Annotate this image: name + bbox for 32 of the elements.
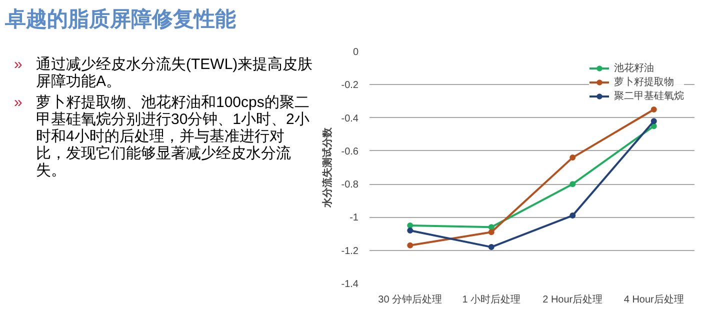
point — [488, 224, 494, 230]
x-tick-label: 2 Hour后处理 — [542, 294, 603, 306]
point — [407, 227, 414, 234]
text: 萝卜籽提取物、池花籽油和100cps的聚二甲基硅氧烷分别进行30分钟、1小时、2小时和4小时的后处理，并与基准进行对比，发现它们能够显著减少经皮水分流失。 — [36, 94, 310, 179]
y-tick-label: -1.4 — [341, 279, 359, 290]
legend-label: 池花籽油 — [614, 62, 654, 75]
point — [407, 242, 414, 248]
legend-label: 萝卜籽提取物 — [614, 76, 674, 89]
text: 通过减少经皮水分流失(TEWL)来提高皮肤屏障功能A。 — [36, 56, 314, 90]
y-tick-label: -0.2 — [341, 80, 359, 92]
y-tick-label: 0 — [352, 47, 359, 58]
point — [570, 212, 576, 219]
point — [407, 222, 414, 228]
y-axis-title: 水分流失测试分数 — [321, 126, 334, 208]
y-tick-label: -1.2 — [341, 246, 359, 257]
y-tick-label: -0.4 — [341, 113, 359, 124]
y-tick-label: -1 — [350, 212, 359, 224]
text: » — [14, 94, 24, 113]
point — [650, 118, 657, 124]
x-tick-label: 4 Hour后处理 — [624, 294, 684, 306]
text: » — [14, 56, 24, 75]
x-tick-label: 1 小时后处理 — [462, 294, 521, 306]
y-tick-label: -0.6 — [341, 146, 359, 158]
point — [570, 181, 576, 188]
point — [488, 229, 494, 236]
y-tick-label: -0.8 — [341, 180, 359, 191]
text: 卓越的脂质屏障修复性能 — [5, 6, 236, 33]
x-tick-label: 30 分钟后处理 — [378, 294, 442, 306]
point — [650, 106, 657, 112]
legend-label: 聚二甲基硅氧烷 — [614, 90, 684, 103]
point — [570, 154, 576, 161]
point — [488, 244, 494, 250]
